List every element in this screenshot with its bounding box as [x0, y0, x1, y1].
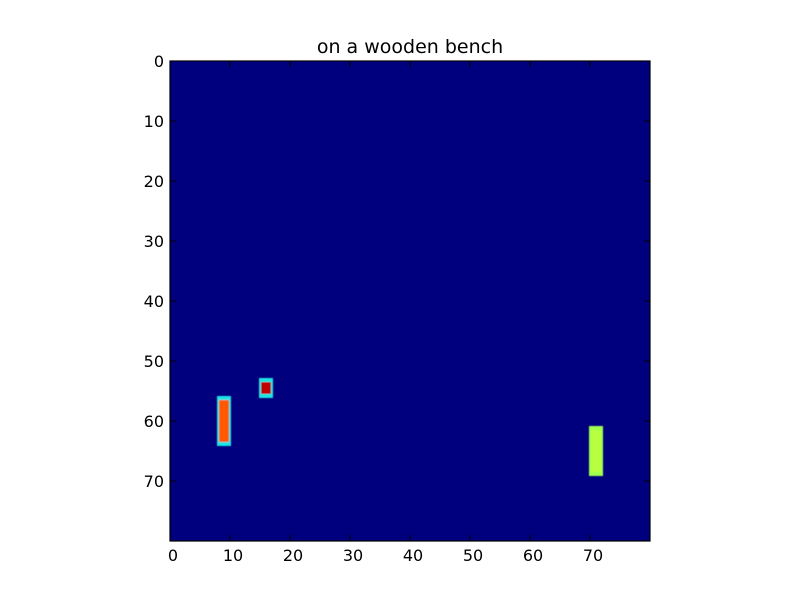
x-tick-label: 0	[168, 546, 178, 565]
x-tick-label: 30	[343, 546, 363, 565]
heatmap-region-core	[219, 400, 229, 442]
chart-title: on a wooden bench	[317, 36, 503, 58]
y-tick-label: 30	[144, 232, 164, 251]
y-tick-label: 10	[144, 112, 164, 131]
heatmap-region-core	[261, 382, 271, 394]
plot-area	[169, 60, 651, 542]
y-axis: 0 10 20 30 40 50 60 70	[144, 52, 650, 491]
y-tick-label: 20	[144, 172, 164, 191]
x-tick-label: 10	[223, 546, 243, 565]
y-tick-label: 40	[144, 292, 164, 311]
x-tick-label: 20	[283, 546, 303, 565]
heatmap-background	[170, 61, 650, 541]
y-tick-label: 60	[144, 412, 164, 431]
x-axis: 0 10 20 30 40 50 60 70	[168, 61, 603, 565]
x-tick-label: 40	[403, 546, 423, 565]
heatmap-region-1	[217, 396, 231, 446]
x-tick-label: 60	[523, 546, 543, 565]
y-tick-label: 70	[144, 472, 164, 491]
x-tick-label: 50	[463, 546, 483, 565]
heatmap-region-core	[591, 430, 601, 472]
y-tick-label: 50	[144, 352, 164, 371]
y-tick-label: 0	[154, 52, 164, 71]
heatmap-region-3	[589, 426, 603, 476]
heatmap-region-2	[259, 378, 273, 398]
x-tick-label: 70	[583, 546, 603, 565]
